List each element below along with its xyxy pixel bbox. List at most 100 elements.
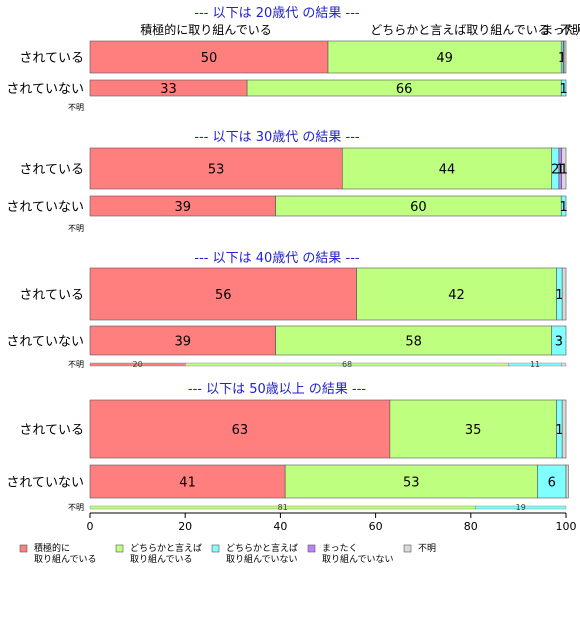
bar-segment bbox=[537, 464, 567, 499]
data-label: 1 bbox=[559, 82, 567, 97]
unknown-row-label: 不明 bbox=[68, 103, 84, 112]
legend-swatch bbox=[19, 544, 28, 553]
bar-segment bbox=[551, 325, 567, 356]
data-label: 6 bbox=[548, 476, 556, 491]
data-label: 56 bbox=[215, 288, 232, 303]
legend-swatch bbox=[115, 544, 124, 553]
data-label: 1 bbox=[555, 288, 563, 303]
legend-swatch bbox=[211, 544, 220, 553]
top-label-3: 不明 bbox=[560, 23, 580, 37]
legend: 積極的に取り組んでいるどちらかと言えば取り組んでいるどちらかと言えば取り組んでい… bbox=[19, 542, 436, 565]
unknown-data-label: 81 bbox=[278, 503, 288, 512]
data-label: 44 bbox=[439, 163, 456, 178]
data-label: 53 bbox=[403, 476, 420, 491]
data-label: 50 bbox=[201, 51, 218, 66]
data-label: 49 bbox=[436, 51, 453, 66]
legend-label-line2: 取り組んでいない bbox=[322, 553, 394, 565]
legend-swatch bbox=[307, 544, 316, 553]
data-label: 53 bbox=[208, 163, 225, 178]
data-label: 63 bbox=[232, 423, 249, 438]
bar-segment bbox=[89, 325, 276, 356]
unknown-bar-segment bbox=[475, 505, 567, 510]
legend-entry: 不明 bbox=[403, 543, 436, 554]
legend-entry: 積極的に取り組んでいる bbox=[19, 542, 97, 565]
group-2: --- 以下は 40歳代 の結果 --- されている 56 42 1 されていない 39 58… bbox=[6, 251, 567, 369]
legend-label: どちらかと言えば bbox=[226, 542, 298, 554]
unknown-row-label: 不明 bbox=[68, 360, 84, 369]
bar-segment bbox=[275, 325, 553, 356]
unknown-data-label: 19 bbox=[516, 503, 526, 512]
data-label: 1 bbox=[558, 51, 566, 66]
data-label: 3 bbox=[555, 335, 563, 350]
bar-segment bbox=[89, 267, 357, 321]
data-label: 2 bbox=[551, 163, 559, 178]
unknown-row-label: 不明 bbox=[68, 224, 84, 233]
bar-segment bbox=[560, 79, 567, 97]
data-label: 60 bbox=[410, 200, 427, 215]
bar-segment bbox=[560, 195, 567, 217]
data-label: 35 bbox=[465, 423, 482, 438]
data-label: 39 bbox=[175, 200, 192, 215]
data-label: 1 bbox=[556, 163, 564, 178]
group-title: --- 以下は 50歳以上 の結果 --- bbox=[188, 382, 367, 397]
bar-segment bbox=[284, 464, 538, 499]
row-label: されている bbox=[19, 163, 84, 178]
legend-label: 不明 bbox=[418, 543, 436, 554]
unknown-data-label: 68 bbox=[342, 360, 352, 369]
legend-label: まったく bbox=[322, 543, 358, 554]
data-label: 41 bbox=[179, 476, 196, 491]
unknown-bar-segment bbox=[561, 362, 567, 367]
data-label: 33 bbox=[160, 82, 177, 97]
bar-segment bbox=[89, 147, 343, 190]
x-tick-label: 20 bbox=[178, 520, 192, 533]
group-3: --- 以下は 50歳以上 の結果 --- されている 63 35 1 されていない 41 5… bbox=[6, 382, 569, 512]
group-title: --- 以下は 30歳代 の結果 --- bbox=[194, 130, 360, 145]
bar-segment bbox=[389, 399, 557, 459]
legend-label-line2: 取り組んでいる bbox=[34, 553, 97, 565]
x-tick-label: 0 bbox=[87, 520, 94, 533]
x-axis: 0 20 40 60 80 100 bbox=[87, 512, 577, 533]
bar-segment bbox=[565, 464, 569, 499]
bar-segment bbox=[561, 399, 567, 459]
legend-swatch bbox=[403, 544, 412, 553]
row-label: されていない bbox=[6, 476, 84, 491]
legend-label: 積極的に bbox=[34, 542, 70, 554]
row-label: されていない bbox=[6, 200, 84, 215]
x-tick-label: 60 bbox=[369, 520, 383, 533]
bar-segment bbox=[356, 267, 557, 321]
top-category-labels: 積極的に取り組んでいる どちらかと言えば取り組んでいるまったく不明 bbox=[140, 22, 580, 37]
legend-entry: どちらかと言えば取り組んでいる bbox=[115, 542, 202, 565]
group-0: --- 以下は 20歳代 の結果 --- されている 50 49 1 されていない 33 66… bbox=[6, 6, 567, 112]
bar-segment bbox=[561, 147, 567, 190]
data-label: 1 bbox=[560, 163, 568, 178]
legend-label: どちらかと言えば bbox=[130, 542, 202, 554]
unknown-data-label: 11 bbox=[530, 360, 540, 369]
data-label: 42 bbox=[448, 288, 465, 303]
x-tick-label: 80 bbox=[464, 520, 478, 533]
x-tick-label: 100 bbox=[556, 520, 577, 533]
row-label: されていない bbox=[6, 82, 84, 97]
row-label: されていない bbox=[6, 335, 84, 350]
data-label: 39 bbox=[175, 335, 192, 350]
legend-label-line2: 取り組んでいる bbox=[130, 553, 193, 565]
group-title: --- 以下は 40歳代 の結果 --- bbox=[194, 251, 360, 266]
bar-segment bbox=[89, 464, 286, 499]
row-label: されている bbox=[19, 288, 84, 303]
data-label: 1 bbox=[555, 423, 563, 438]
data-label: 1 bbox=[559, 200, 567, 215]
data-label: 66 bbox=[396, 82, 413, 97]
row-label: されている bbox=[19, 51, 84, 66]
top-label-1: どちらかと言えば取り組んでいる bbox=[370, 23, 549, 37]
row-label: されている bbox=[19, 423, 84, 438]
x-tick-label: 40 bbox=[273, 520, 287, 533]
bar-segment bbox=[563, 40, 567, 74]
legend-label-line2: 取り組んでいない bbox=[226, 553, 298, 565]
unknown-row-label: 不明 bbox=[68, 503, 84, 512]
top-label-2: まったく bbox=[541, 23, 580, 37]
bar-segment bbox=[561, 267, 567, 321]
